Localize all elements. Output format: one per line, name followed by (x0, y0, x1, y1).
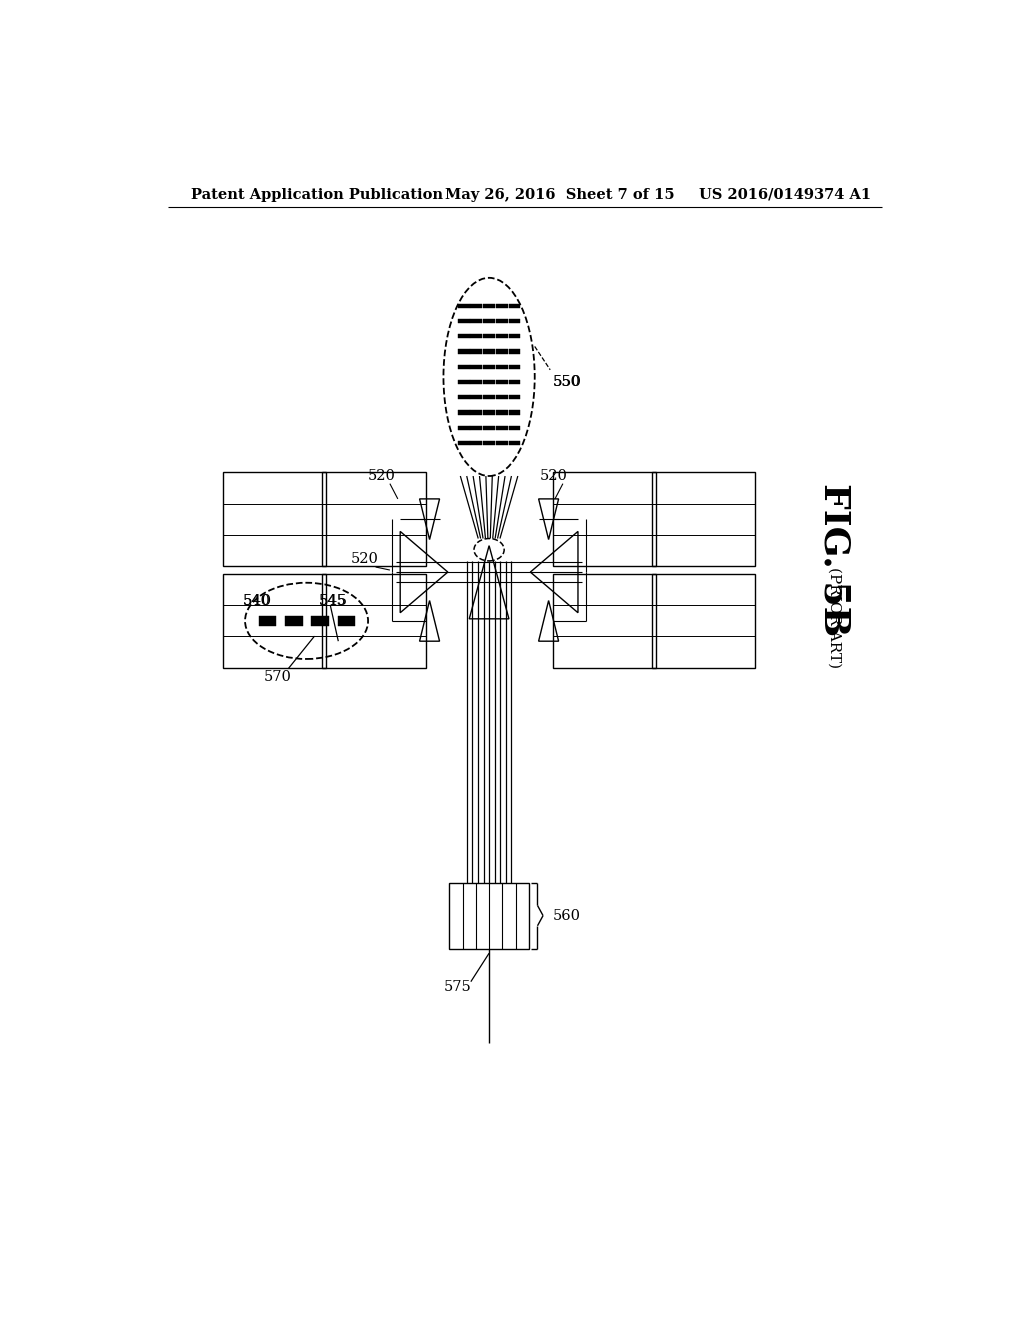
Bar (470, 395, 482, 399)
Text: 540: 540 (243, 594, 271, 607)
Bar (458, 319, 470, 323)
Bar (470, 380, 482, 384)
Bar (458, 334, 470, 338)
Bar (509, 441, 520, 445)
Bar (496, 411, 508, 414)
Bar (470, 364, 482, 368)
Text: Patent Application Publication: Patent Application Publication (191, 187, 443, 202)
Bar (553, 473, 655, 566)
Bar (652, 473, 755, 566)
Bar (496, 334, 508, 338)
Text: 560: 560 (553, 908, 581, 923)
Bar (458, 411, 470, 414)
Text: 550: 550 (553, 375, 581, 389)
Bar (553, 574, 655, 668)
Text: 550: 550 (553, 375, 582, 389)
Bar (496, 426, 508, 430)
Bar (311, 615, 329, 626)
Bar (509, 350, 520, 354)
Text: 520: 520 (368, 469, 396, 483)
Bar (509, 395, 520, 399)
Bar (470, 441, 482, 445)
Bar (509, 380, 520, 384)
Bar (496, 380, 508, 384)
Text: (PRIOR ART): (PRIOR ART) (827, 568, 842, 668)
Bar (458, 380, 470, 384)
Bar (483, 304, 495, 308)
Text: 570: 570 (263, 669, 291, 684)
Bar (470, 319, 482, 323)
Bar (458, 350, 470, 354)
Bar (652, 574, 755, 668)
Bar (509, 334, 520, 338)
Text: May 26, 2016  Sheet 7 of 15: May 26, 2016 Sheet 7 of 15 (445, 187, 675, 202)
Bar (509, 304, 520, 308)
Bar (483, 426, 495, 430)
Bar (496, 364, 508, 368)
Bar (458, 364, 470, 368)
Bar (458, 441, 470, 445)
Text: US 2016/0149374 A1: US 2016/0149374 A1 (699, 187, 871, 202)
Bar (509, 426, 520, 430)
Text: 540: 540 (243, 594, 272, 607)
Bar (496, 304, 508, 308)
Bar (470, 350, 482, 354)
Bar (483, 319, 495, 323)
Text: 520: 520 (350, 552, 379, 566)
Bar (496, 350, 508, 354)
Bar (323, 574, 426, 668)
Bar (223, 473, 327, 566)
Bar (509, 319, 520, 323)
Text: 545: 545 (318, 594, 346, 607)
Bar (338, 615, 355, 626)
Text: 575: 575 (443, 979, 471, 994)
Bar (496, 441, 508, 445)
Bar (470, 426, 482, 430)
Bar (323, 473, 426, 566)
Bar (509, 364, 520, 368)
Bar (496, 395, 508, 399)
Bar (223, 574, 327, 668)
Text: 545: 545 (318, 594, 347, 607)
Bar (483, 380, 495, 384)
Bar (470, 304, 482, 308)
Bar (483, 441, 495, 445)
Bar (470, 334, 482, 338)
Bar (259, 615, 276, 626)
Bar (483, 350, 495, 354)
Text: FIG. 5B: FIG. 5B (817, 483, 851, 636)
Bar (483, 395, 495, 399)
Bar (458, 395, 470, 399)
Bar (450, 883, 528, 949)
Bar (483, 411, 495, 414)
Bar (483, 334, 495, 338)
Bar (285, 615, 303, 626)
Bar (509, 411, 520, 414)
Bar (458, 304, 470, 308)
Bar (496, 319, 508, 323)
Bar (470, 411, 482, 414)
Text: 520: 520 (540, 469, 567, 483)
Bar (458, 426, 470, 430)
Bar (483, 364, 495, 368)
